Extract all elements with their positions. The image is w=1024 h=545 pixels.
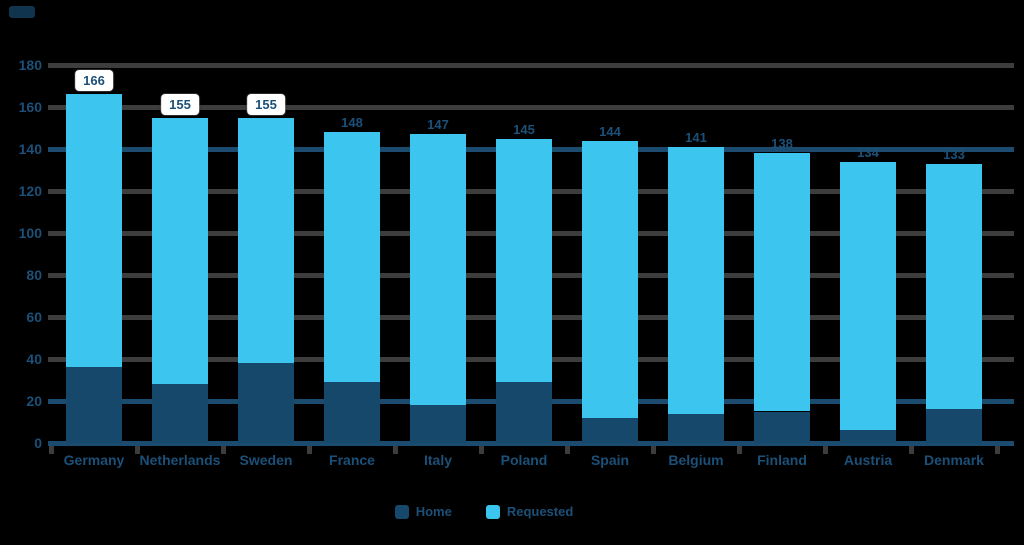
legend-item-home: Home [394,504,452,519]
data-label-austria: 134 [857,144,879,160]
y-axis-label-180: 180 [18,57,42,73]
legend-swatch-requested-icon [485,504,500,519]
data-label-belgium: 141 [685,129,707,145]
bar-italy-home [410,405,466,443]
legend-item-requested: Requested [485,504,574,519]
x-axis-tick [651,446,656,454]
data-label-sweden: 155 [247,93,285,115]
bar-poland-home [496,382,552,443]
x-axis-label-belgium: Belgium [668,452,724,468]
data-label-italy: 147 [427,117,449,133]
y-axis-label-0: 0 [34,435,42,451]
legend-label-requested: Requested [506,504,574,519]
bar-denmark-requested [926,163,982,410]
bar-france-home [324,382,380,443]
x-axis-tick [221,446,226,454]
bar-belgium-home [668,413,724,443]
bar-finland-home [754,411,810,443]
bar-netherlands-home [152,384,208,443]
x-axis-tick [565,446,570,454]
x-axis-tick [823,446,828,454]
x-axis-label-france: France [329,452,375,468]
reference-line-0 [48,441,1014,446]
data-label-netherlands: 155 [161,93,199,115]
x-axis-label-spain: Spain [590,452,630,468]
x-axis-tick [737,446,742,454]
bar-finland-requested [754,153,810,412]
x-axis-label-sweden: Sweden [239,452,293,468]
legend: Home Requested [0,504,1024,519]
x-axis-label-netherlands: Netherlands [139,452,221,468]
bar-spain-requested [582,140,638,418]
x-axis-tick [995,446,1000,454]
bar-poland-requested [496,138,552,383]
y-axis-label-140: 140 [18,141,42,157]
x-axis-label-germany: Germany [63,452,125,468]
x-axis-label-poland: Poland [500,452,548,468]
y-axis-label-20: 20 [26,393,42,409]
y-axis-label-160: 160 [18,99,42,115]
x-axis-label-austria: Austria [843,452,893,468]
bar-france-requested [324,132,380,383]
x-axis-label-denmark: Denmark [924,452,984,468]
bar-sweden-requested [238,117,294,364]
legend-swatch-home-icon [394,504,409,519]
x-axis-tick [49,446,54,454]
bar-sweden-home [238,363,294,443]
bar-germany-home [66,367,122,443]
bar-spain-home [582,417,638,443]
x-axis-label-finland: Finland [757,452,807,468]
data-label-denmark: 133 [943,146,965,162]
gridline-180 [48,63,1014,68]
bar-netherlands-requested [152,117,208,385]
bar-austria-requested [840,161,896,431]
y-axis-label-40: 40 [26,351,42,367]
corner-logo-mark [9,6,35,18]
data-label-spain: 144 [599,123,621,139]
bar-italy-requested [410,134,466,406]
y-axis-label-120: 120 [18,183,42,199]
y-axis-label-80: 80 [26,267,42,283]
bar-belgium-requested [668,146,724,414]
legend-row: Home Requested [394,504,574,519]
gridline-160 [48,105,1014,110]
bar-germany-requested [66,94,122,368]
x-axis-tick [479,446,484,454]
data-label-poland: 145 [513,121,535,137]
y-axis-label-60: 60 [26,309,42,325]
bar-austria-home [840,430,896,443]
x-axis-tick [393,446,398,454]
x-axis-tick [135,446,140,454]
x-axis-tick [909,446,914,454]
x-axis-tick [307,446,312,454]
data-label-germany: 166 [75,70,113,92]
bar-denmark-home [926,409,982,443]
x-axis-label-italy: Italy [423,452,453,468]
data-label-finland: 138 [771,136,793,152]
legend-label-home: Home [415,504,452,519]
y-axis-label-100: 100 [18,225,42,241]
data-label-france: 148 [341,115,363,131]
